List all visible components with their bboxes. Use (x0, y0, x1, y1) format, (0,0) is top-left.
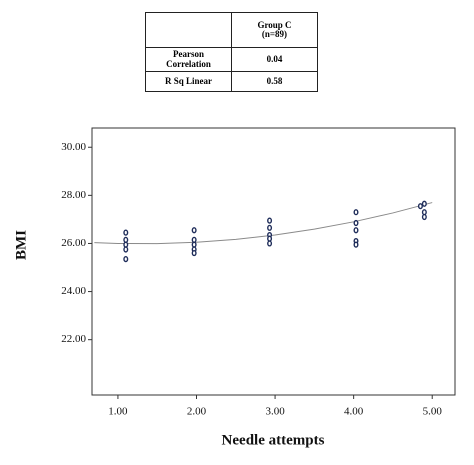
x-tick-label: 1.00 (108, 406, 128, 418)
point (123, 229, 129, 236)
point (123, 236, 129, 243)
y-tick-label: 22.00 (61, 333, 86, 345)
point (353, 241, 359, 248)
point (123, 255, 129, 263)
table-row: R Sq Linear 0.58 (145, 71, 318, 92)
x-tick-label: 3.00 (265, 406, 285, 418)
plot-frame (91, 127, 456, 396)
x-tick-label: 4.00 (344, 406, 364, 418)
point (267, 235, 273, 242)
point (191, 227, 197, 234)
y-axis-label: BMI (13, 230, 29, 260)
table-cell: R Sq Linear (145, 71, 232, 92)
x-tick-label: 5.00 (423, 406, 443, 418)
fit-line (94, 202, 433, 245)
stats-table: Group C (n=89) Pearson Correlation 0.04 R… (145, 12, 318, 92)
y-tick-label: 26.00 (61, 237, 86, 249)
point (123, 246, 129, 253)
point (353, 209, 359, 216)
x-axis-label: Needle attempts (222, 432, 325, 448)
y-tick-label: 24.00 (61, 285, 86, 297)
x-tick-label: 2.00 (187, 406, 207, 418)
table-cell: 0.58 (231, 71, 318, 92)
point (191, 236, 197, 243)
point (421, 200, 427, 207)
point (191, 241, 197, 248)
table-row: Pearson Correlation 0.04 (145, 47, 318, 72)
y-tick-label: 28.00 (61, 189, 86, 201)
y-tick-label: 30.00 (61, 141, 86, 153)
point (267, 217, 273, 224)
point (191, 249, 197, 257)
point (417, 203, 423, 210)
point (267, 240, 273, 247)
point (267, 224, 273, 231)
point (353, 227, 359, 234)
point (353, 219, 359, 227)
point (421, 209, 427, 216)
point (123, 241, 129, 248)
point (421, 213, 427, 221)
